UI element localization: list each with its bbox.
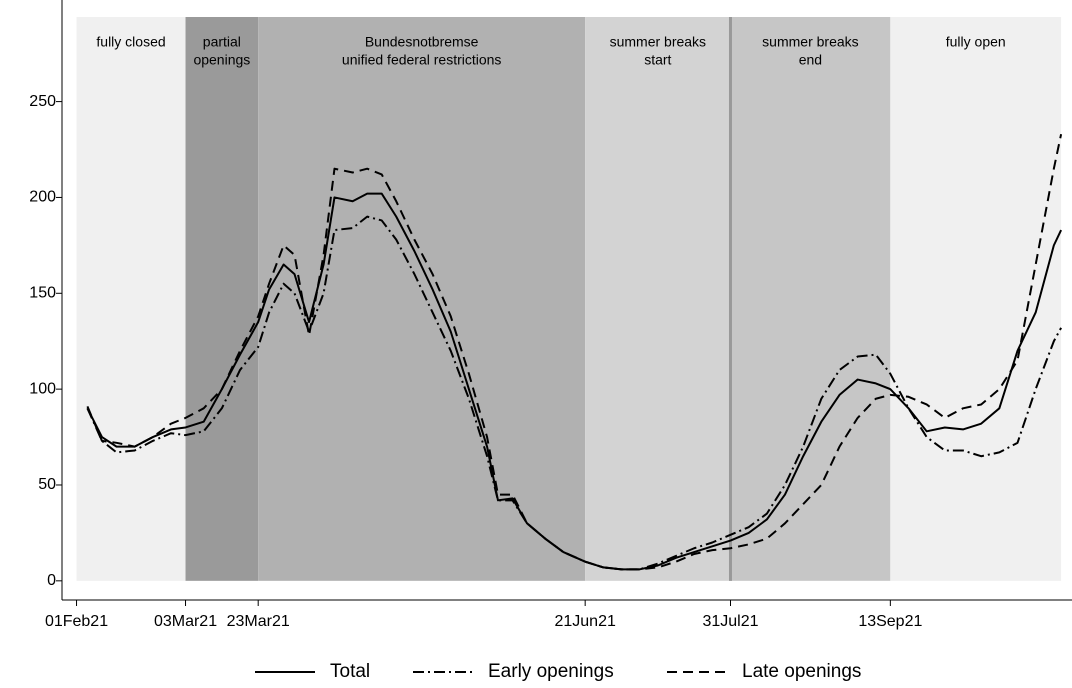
y-tick-label: 150 [29, 285, 56, 302]
phase-band [890, 17, 1062, 581]
phase-band [258, 17, 586, 581]
phase-label: summer breaks [762, 34, 858, 50]
legend-label: Total [330, 661, 370, 682]
legend-label: Late openings [742, 661, 861, 682]
phase-label: openings [193, 52, 250, 68]
x-tick-label: 23Mar21 [227, 613, 290, 630]
y-tick-label: 200 [29, 189, 56, 206]
y-tick-label: 250 [29, 93, 56, 110]
x-tick-label: 21Jun21 [554, 613, 615, 630]
series-line [86, 133, 1063, 571]
phase-label: fully closed [96, 34, 165, 50]
x-tick-label: 31Jul21 [702, 613, 758, 630]
phase-band [185, 17, 259, 581]
phase-label: partial [203, 34, 241, 50]
phase-label: start [644, 52, 671, 68]
phase-label: end [799, 52, 822, 68]
phase-band [730, 17, 891, 581]
phase-band [76, 17, 186, 581]
phase-label: Bundesnotbremse [365, 34, 479, 50]
y-tick-label: 100 [29, 380, 56, 397]
y-tick-label: 50 [38, 476, 56, 493]
phase-label: unified federal restrictions [342, 52, 502, 68]
phase-band [585, 17, 731, 581]
x-tick-label: 03Mar21 [154, 613, 217, 630]
phase-label: fully open [946, 34, 1006, 50]
phase-label: summer breaks [610, 34, 706, 50]
x-tick-label: 13Sep21 [858, 613, 922, 630]
y-tick-label: 0 [47, 572, 56, 589]
x-tick-label: 01Feb21 [45, 613, 108, 630]
legend-label: Early openings [488, 661, 614, 682]
